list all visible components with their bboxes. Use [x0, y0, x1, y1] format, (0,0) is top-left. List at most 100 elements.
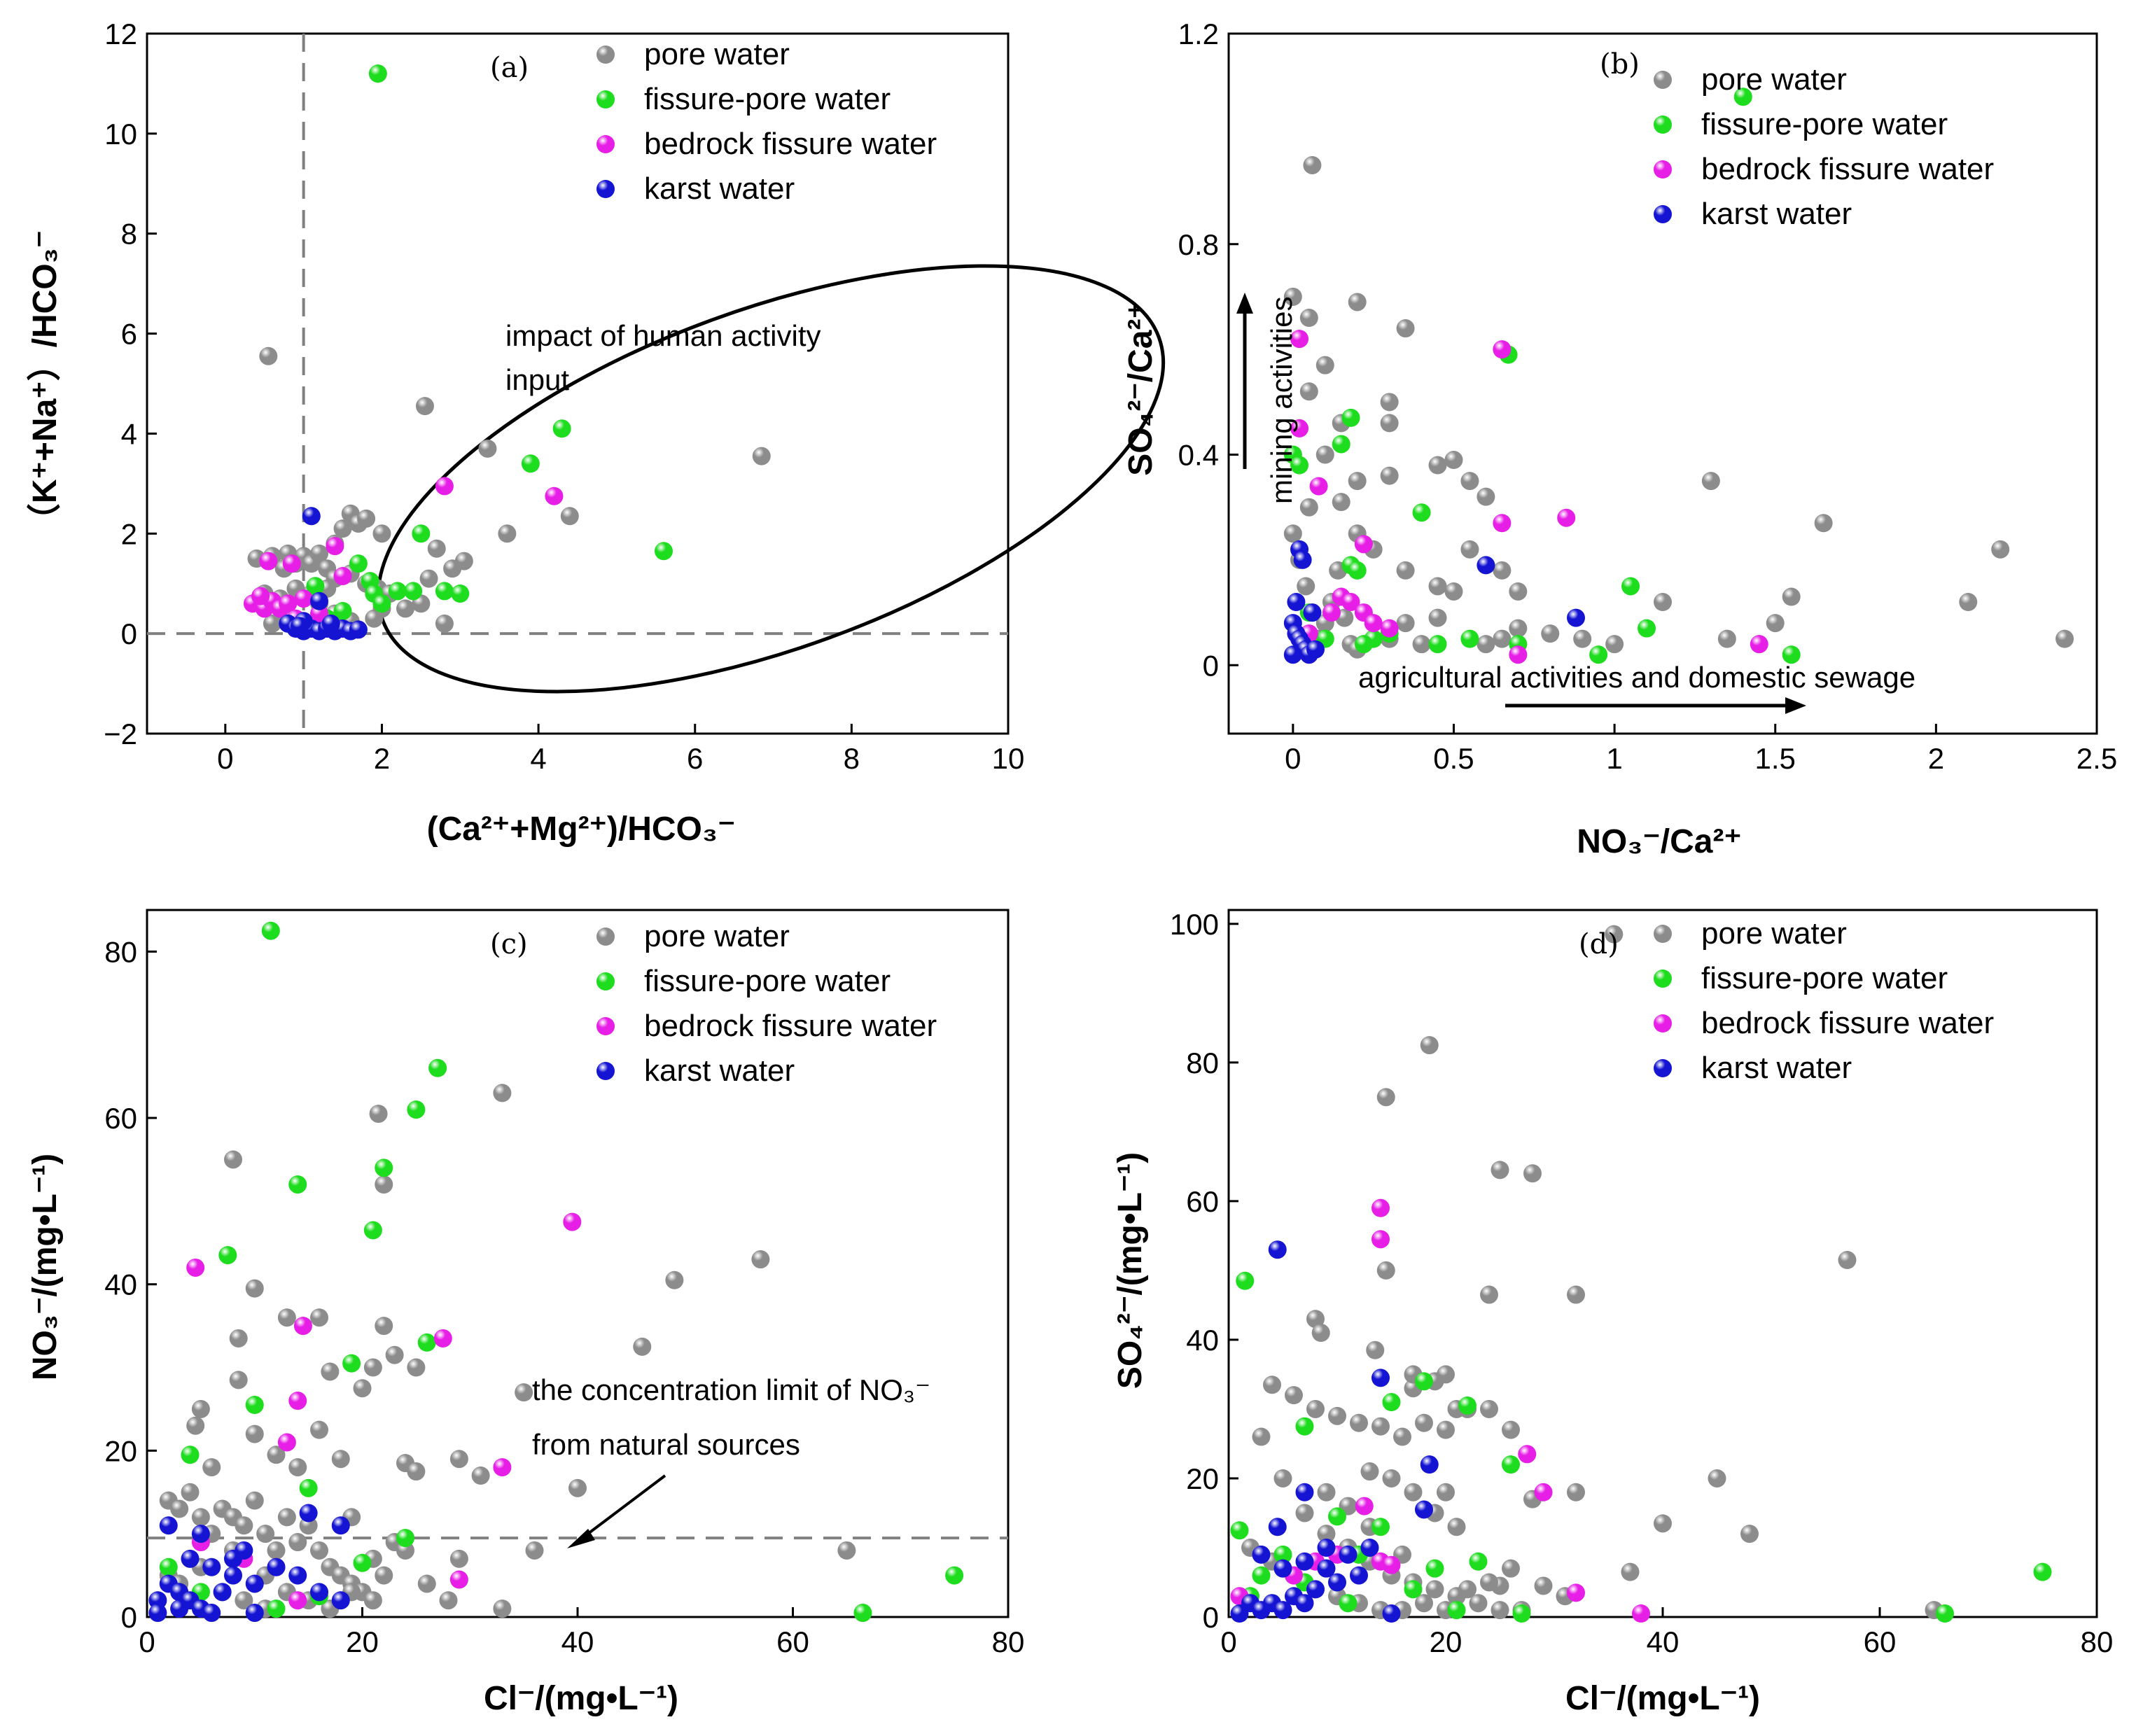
- x-axis-label-d: Cl⁻/(mg•L⁻¹): [1565, 1680, 1760, 1717]
- x-tick-label-d: 20: [1430, 1625, 1463, 1658]
- point-pore-water-c: [493, 1084, 512, 1102]
- point-karst-water-d: [1382, 1604, 1401, 1623]
- point-bedrock-fissure-water-b: [1493, 514, 1512, 533]
- point-pore-water-d: [1437, 1420, 1455, 1439]
- x-tick-label-d: 0: [1220, 1625, 1236, 1658]
- point-fissure-pore-water-c: [853, 1604, 872, 1623]
- point-fissure-pore-water-c: [299, 1478, 318, 1497]
- point-pore-water-d: [1366, 1340, 1385, 1359]
- legend-label-pore-water-b: pore water: [1701, 62, 1847, 97]
- y-tick-label-c: 40: [104, 1268, 137, 1301]
- point-pore-water-c: [439, 1591, 458, 1610]
- point-pore-water-d: [1480, 1285, 1498, 1304]
- point-bedrock-fissure-water-d: [1382, 1555, 1401, 1574]
- point-pore-water-c: [277, 1508, 296, 1527]
- point-pore-water-d: [1523, 1164, 1542, 1183]
- point-pore-water-d: [1420, 1036, 1439, 1055]
- point-fissure-pore-water-b: [1341, 408, 1360, 427]
- point-bedrock-fissure-water-b: [1557, 508, 1576, 527]
- y-tick-label-a: 0: [121, 617, 137, 650]
- point-fissure-pore-water-b: [1589, 645, 1608, 664]
- point-pore-water-c: [191, 1508, 210, 1527]
- point-pore-water-d: [1458, 1580, 1477, 1599]
- legend-label-pore-water-a: pore water: [644, 37, 790, 71]
- x-tick-label-c: 60: [776, 1625, 809, 1658]
- point-fissure-pore-water-b: [1621, 577, 1640, 596]
- point-pore-water-a: [333, 519, 352, 538]
- point-pore-water-d: [1491, 1161, 1509, 1180]
- legend-marker-bedrock-fissure-water-b: [1654, 160, 1672, 178]
- legend-marker-bedrock-fissure-water-a: [596, 135, 615, 153]
- legend-marker-karst-water-d: [1654, 1059, 1672, 1077]
- legend-b: pore water fissure-pore water bedrock fiss…: [1654, 62, 1994, 231]
- point-pore-water-d: [1567, 1285, 1585, 1304]
- point-pore-water-d: [1708, 1469, 1726, 1488]
- point-fissure-pore-water-b: [1782, 645, 1801, 664]
- point-pore-water-c: [515, 1383, 533, 1402]
- point-karst-water-d: [1420, 1455, 1439, 1474]
- point-pore-water-b: [1332, 493, 1350, 512]
- point-pore-water-b: [1509, 582, 1528, 601]
- legend-label-bedrock-fissure-water-a: bedrock fissure water: [644, 127, 937, 161]
- point-fissure-pore-water-d: [1230, 1521, 1249, 1540]
- point-pore-water-a: [415, 397, 434, 416]
- point-bedrock-fissure-water-d: [1567, 1583, 1585, 1602]
- legend-marker-fissure-pore-water-d: [1654, 969, 1672, 988]
- point-bedrock-fissure-water-c: [433, 1329, 452, 1348]
- point-pore-water-b: [1428, 608, 1447, 627]
- point-pore-water-b: [1283, 524, 1302, 543]
- point-fissure-pore-water-a: [655, 542, 673, 561]
- point-karst-water-c: [331, 1591, 350, 1610]
- y-tick-label-a: 4: [121, 417, 137, 450]
- point-fissure-pore-water-b: [1332, 435, 1350, 454]
- legend-label-bedrock-fissure-water-b: bedrock fissure water: [1701, 152, 1994, 186]
- point-fissure-pore-water-b: [1638, 619, 1656, 638]
- legend-marker-fissure-pore-water-b: [1654, 115, 1672, 134]
- point-bedrock-fissure-water-b: [1354, 535, 1373, 554]
- point-bedrock-fissure-water-a: [326, 537, 344, 556]
- point-karst-water-d: [1350, 1566, 1368, 1585]
- point-pore-water-d: [1491, 1601, 1509, 1620]
- point-karst-water-c: [288, 1566, 307, 1585]
- x-tick-label-a: 10: [992, 742, 1025, 775]
- legend-label-pore-water-d: pore water: [1701, 916, 1847, 951]
- point-pore-water-b: [1541, 624, 1560, 643]
- x-tick-label-b: 1: [1606, 742, 1622, 775]
- y-tick-label-c: 0: [121, 1601, 137, 1634]
- point-bedrock-fissure-water-a: [251, 587, 270, 606]
- point-karst-water-c: [267, 1558, 286, 1576]
- point-pore-water-b: [1303, 155, 1322, 174]
- point-bedrock-fissure-water-d: [1355, 1497, 1374, 1516]
- point-pore-water-c: [235, 1591, 253, 1610]
- point-karst-water-d: [1317, 1559, 1336, 1578]
- point-pore-water-c: [267, 1541, 286, 1560]
- point-pore-water-b: [1477, 487, 1495, 506]
- y-tick-label-a: 6: [121, 318, 137, 351]
- natural-limit-arrow-head: [567, 1529, 595, 1548]
- point-pore-water-b: [1396, 614, 1415, 633]
- point-pore-water-c: [375, 1566, 393, 1585]
- point-pore-water-d: [1306, 1399, 1325, 1418]
- point-pore-water-d: [1306, 1310, 1325, 1329]
- point-karst-water-a: [349, 620, 368, 639]
- point-fissure-pore-water-b: [1428, 635, 1447, 654]
- legend-d: pore water fissure-pore water bedrock fiss…: [1654, 916, 1994, 1085]
- point-karst-water-d: [1371, 1368, 1390, 1387]
- point-karst-water-c: [224, 1566, 242, 1585]
- point-fissure-pore-water-d: [1328, 1507, 1346, 1526]
- x-tick-label-d: 40: [1647, 1625, 1680, 1658]
- point-pore-water-d: [1502, 1420, 1520, 1439]
- point-pore-water-b: [1444, 582, 1463, 601]
- point-pore-water-d: [1376, 1261, 1395, 1280]
- point-karst-water-c: [310, 1583, 328, 1602]
- x-tick-label-b: 0: [1285, 742, 1301, 775]
- annotation-mining-activities: mining activities: [1265, 297, 1298, 504]
- point-fissure-pore-water-b: [1354, 635, 1373, 654]
- point-fissure-pore-water-a: [435, 582, 454, 601]
- point-fissure-pore-water-a: [552, 419, 571, 438]
- x-tick-label-a: 8: [844, 742, 860, 775]
- point-karst-water-d: [1317, 1538, 1336, 1557]
- x-axis-label-c: Cl⁻/(mg•L⁻¹): [484, 1680, 678, 1717]
- point-pore-water-d: [1404, 1483, 1423, 1502]
- point-pore-water-d: [1285, 1386, 1303, 1405]
